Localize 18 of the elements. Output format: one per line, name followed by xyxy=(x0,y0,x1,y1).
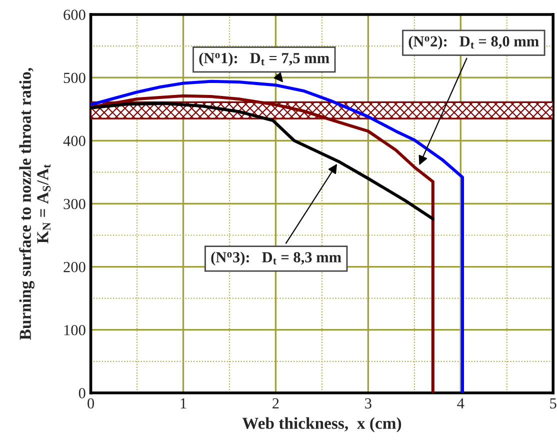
y-tick-label: 400 xyxy=(63,136,86,146)
y-tick-label: 600 xyxy=(64,10,86,20)
y-axis-title: Burning surface to nozzle throat ratio, K$_{N}$ = A$_{S}$/A$_{t}$ xyxy=(19,68,51,340)
y-tick-label: 100 xyxy=(64,324,86,336)
x-tick-label: 3 xyxy=(365,398,372,409)
annotation: (N$^{o}$2): D$_{t}$ = 8,0 mm xyxy=(408,36,539,50)
x-tick-label: 1 xyxy=(180,398,186,408)
annotation: (N$^{o}$3): D$_{t}$ = 8,3 mm xyxy=(211,252,342,266)
y-tick-label: 0 xyxy=(78,388,86,398)
x-tick-label: 0 xyxy=(88,398,94,409)
x-tick-label: 2 xyxy=(272,398,279,408)
x-axis-title: Web thickness, x (cm) xyxy=(242,417,402,432)
x-tick-label: 4 xyxy=(457,398,464,408)
y-tick-label: 200 xyxy=(64,262,86,272)
x-tick-label: 5 xyxy=(550,398,556,409)
annotation: (N$^{o}$1): D$_{t}$ = 7,5 mm xyxy=(199,52,330,66)
y-tick-label: 500 xyxy=(64,72,86,84)
y-tick-label: 300 xyxy=(64,198,86,210)
